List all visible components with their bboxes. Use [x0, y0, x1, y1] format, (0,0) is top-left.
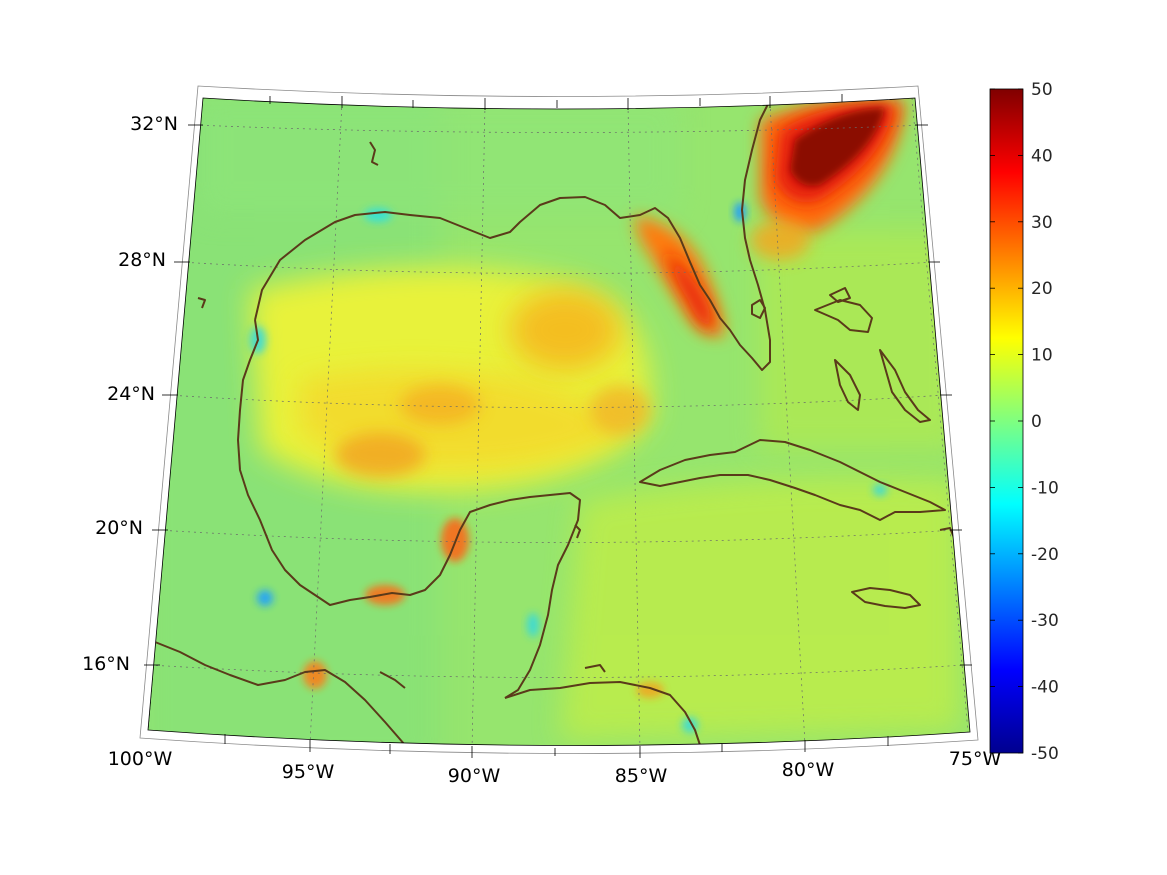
gulf-orange-blob-1	[510, 290, 620, 370]
lat-label-20: 20°N	[95, 517, 143, 539]
lon-label-100: 100°W	[108, 748, 173, 770]
gulf-orange-blob-2	[400, 385, 480, 425]
colorbar-label: 30	[1031, 213, 1053, 233]
colorbar-label: -50	[1031, 744, 1059, 764]
coastline-pacific-islet	[379, 671, 406, 689]
colorbar: 50 40 30 20 10 0 -10 -20 -30 -40 -50	[989, 80, 1059, 764]
lat-label-24: 24°N	[107, 383, 155, 405]
honduras-hotspot	[636, 682, 664, 698]
coastline-cuba	[639, 439, 946, 521]
coastline-bahamas-2	[834, 359, 861, 411]
gridline-lat-20	[157, 529, 956, 543]
georgia-coast-warm	[750, 220, 810, 260]
lon-label-95: 95°W	[282, 761, 335, 783]
coastline-river-1	[369, 141, 379, 166]
colorbar-label: 0	[1031, 412, 1042, 432]
coastline-gulf-north	[254, 99, 771, 371]
gulf-orange-blob-4	[590, 385, 650, 435]
gridline-lon-80	[769, 102, 806, 746]
lat-label-32: 32°N	[130, 113, 178, 135]
colorbar-label: 20	[1031, 279, 1053, 299]
florida-east-cool-spot	[734, 202, 746, 222]
coastline-cozumel	[574, 524, 581, 539]
colorbar-label: -10	[1031, 478, 1059, 498]
lat-label-28: 28°N	[118, 249, 166, 271]
coastline-island-1	[197, 297, 206, 309]
map-frame-outer	[139, 85, 979, 754]
map-frame	[139, 85, 979, 758]
gridline-lon-75	[911, 98, 969, 733]
latitude-labels: 32°N 28°N 24°N 20°N 16°N	[82, 113, 178, 675]
gridline-lat-32	[194, 124, 926, 133]
map-frame-inner	[147, 97, 971, 746]
colorbar-label: -40	[1031, 678, 1059, 698]
cuba-cool-spot	[873, 484, 887, 496]
lon-label-90: 90°W	[448, 765, 501, 787]
gridline-lat-16	[149, 664, 966, 678]
coastline-pacific-mexico	[154, 641, 406, 746]
colorbar-label: -20	[1031, 545, 1059, 565]
colorbar-label: 50	[1031, 80, 1053, 100]
lon-label-80: 80°W	[782, 759, 835, 781]
veracruz-cool-spot	[257, 590, 273, 606]
colorbar-ticks: 50 40 30 20 10 0 -10 -20 -30 -40 -50	[990, 80, 1059, 764]
gridline-lat-24	[167, 394, 946, 408]
colorbar-gradient	[989, 88, 1024, 754]
coastline-bay-islands	[584, 664, 606, 673]
texas-cool-spot	[364, 208, 392, 222]
coastline-jamaica	[851, 587, 921, 609]
lon-label-85: 85°W	[615, 765, 668, 787]
florida-west-core	[665, 250, 713, 332]
colorbar-label: 10	[1031, 346, 1053, 366]
coastline-central-america	[504, 681, 701, 746]
coastline-bahamas-4	[829, 287, 851, 303]
coastlines	[154, 99, 956, 746]
caribbean-zone	[560, 477, 960, 740]
lon-label-75: 75°W	[949, 748, 1002, 770]
field-layer	[148, 98, 970, 746]
coastline-lake-okeechobee	[751, 299, 766, 319]
coastline-mexico-yucatan	[237, 319, 581, 699]
gulf-orange-blob-3	[335, 433, 425, 477]
tehuantepec-hotspot	[303, 661, 327, 689]
colorbar-label: -30	[1031, 611, 1059, 631]
yucatan-cool-spot	[527, 613, 539, 637]
atlantic-zone	[760, 230, 960, 450]
lat-label-16: 16°N	[82, 653, 130, 675]
longitude-labels: 100°W 95°W 90°W 85°W 80°W 75°W	[108, 748, 1002, 787]
colorbar-label: 40	[1031, 146, 1053, 166]
coastline-bahamas-3	[879, 349, 931, 423]
field-north-band	[200, 98, 680, 215]
gridline-lat-28	[179, 261, 936, 274]
